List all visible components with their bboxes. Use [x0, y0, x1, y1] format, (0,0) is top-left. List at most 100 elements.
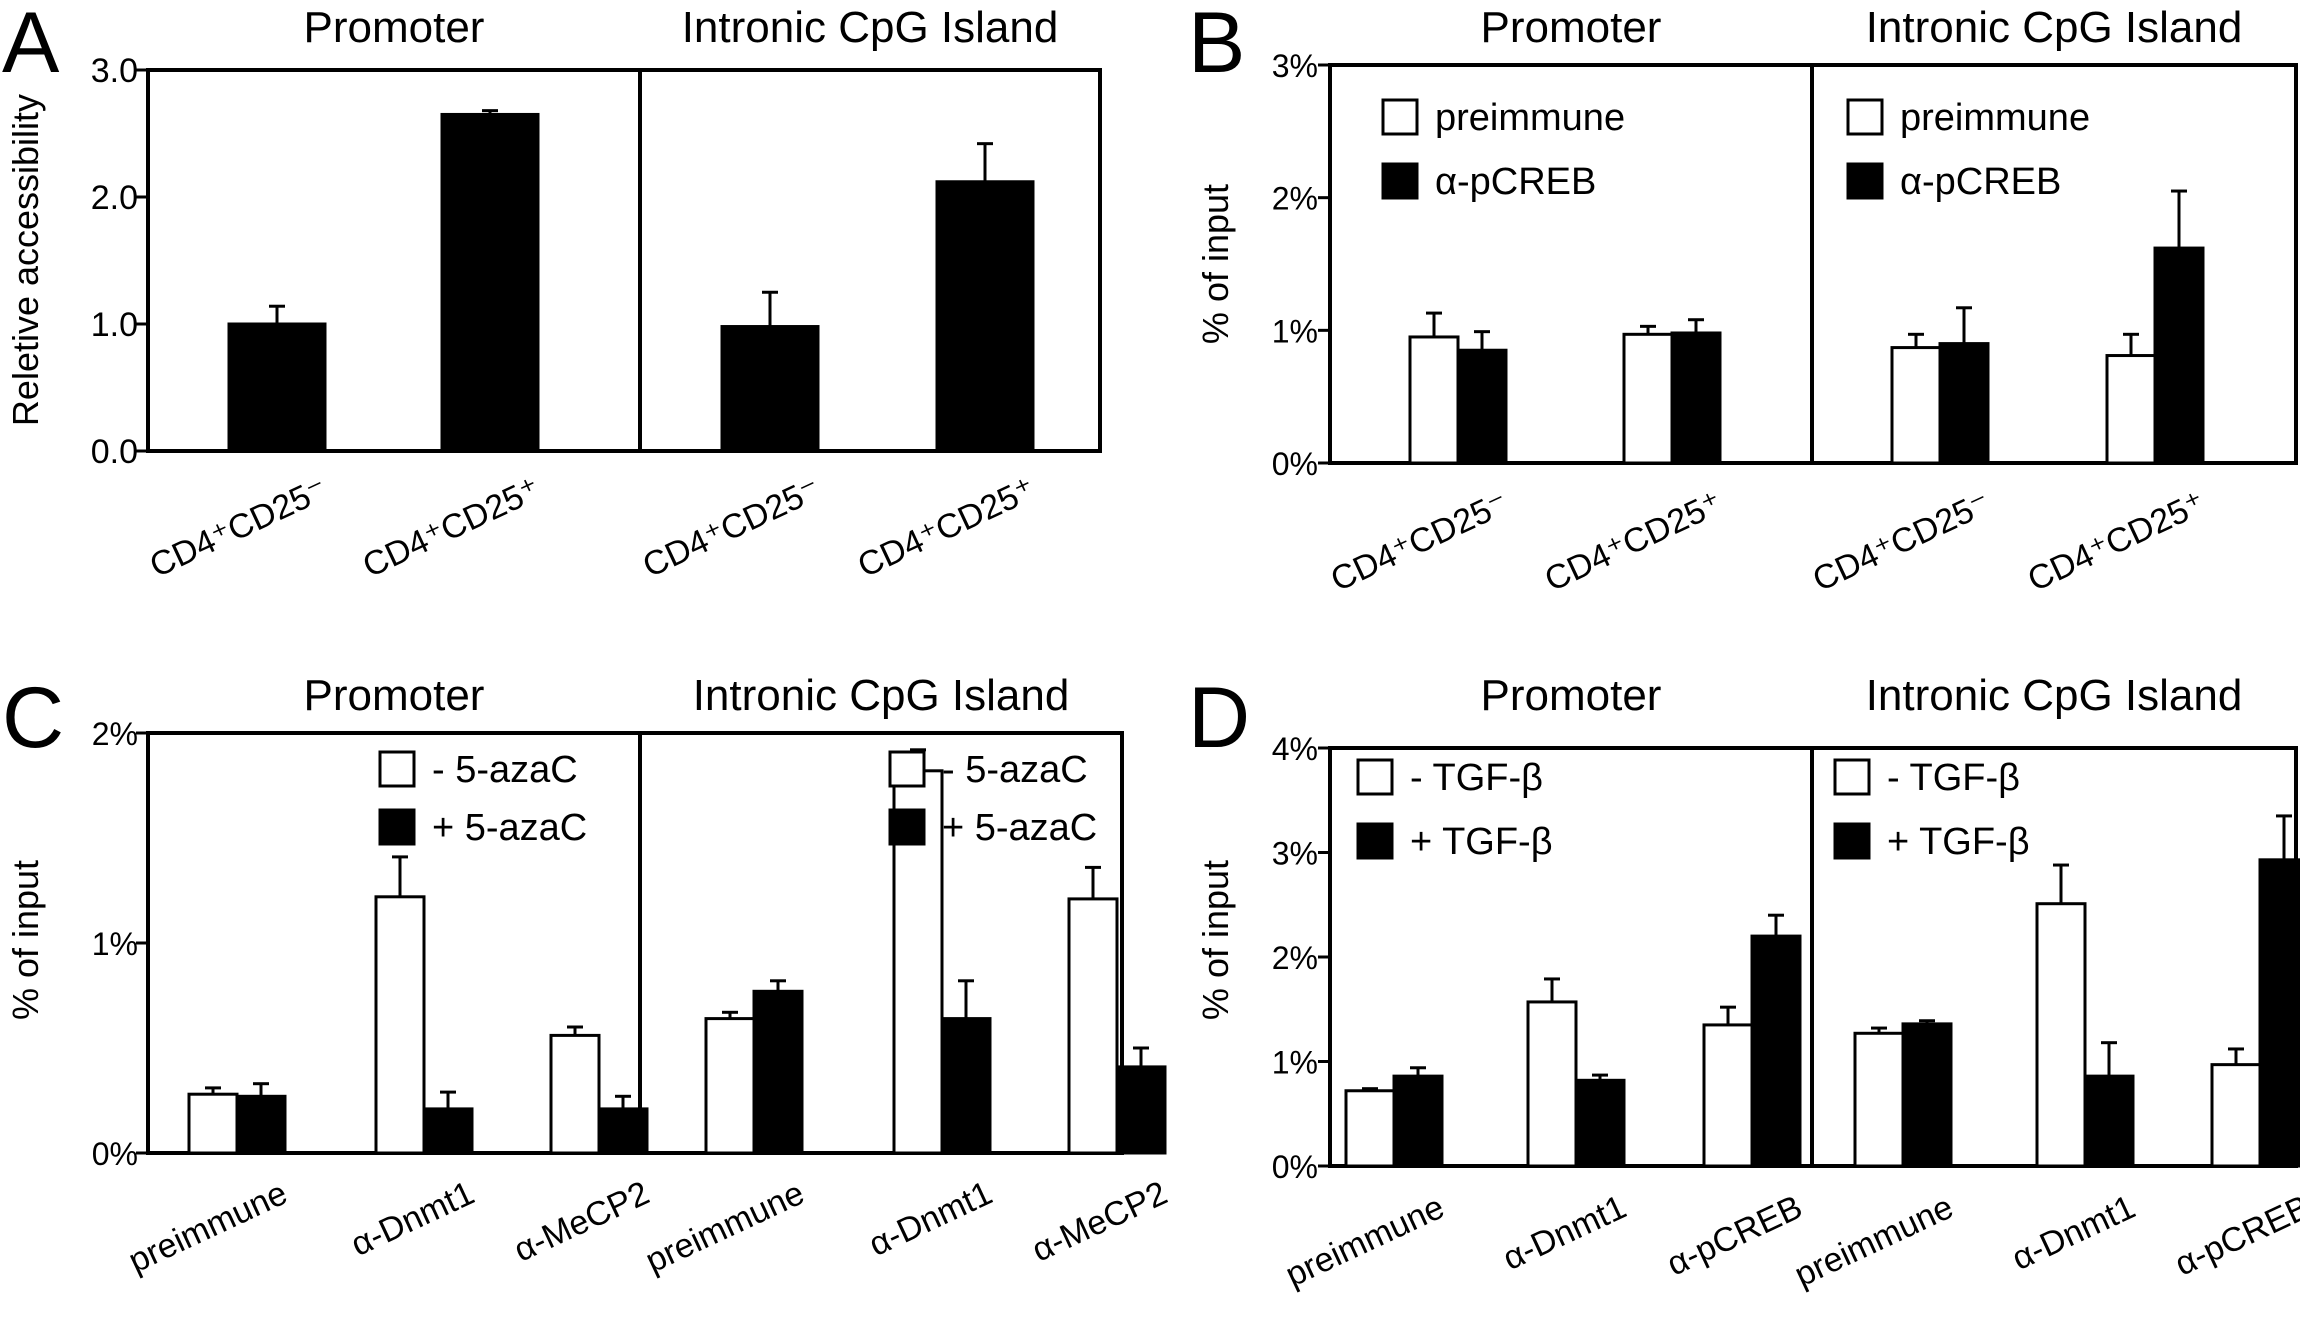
- bar: [935, 180, 1035, 453]
- bar: [2105, 354, 2157, 465]
- y-tick-label: 0.0: [91, 433, 138, 471]
- bar: [1853, 1031, 1905, 1168]
- facet-title: Promoter: [1481, 3, 1662, 52]
- bar: [1115, 1065, 1167, 1155]
- legend-label: - TGF-β: [1887, 757, 2020, 799]
- category-label: preimmune: [1789, 1188, 1959, 1294]
- category-label: α-Dnmt1: [1497, 1188, 1632, 1278]
- legend: - 5-azaC + 5-azaC: [378, 749, 587, 849]
- category-label: α-MeCP2: [1026, 1174, 1173, 1269]
- y-tick-label: 0%: [92, 1136, 138, 1172]
- category-label: CD4⁺CD25⁺: [1539, 484, 1728, 599]
- bar: [752, 989, 804, 1155]
- bar: [440, 112, 540, 453]
- facet-1: Intronic CpG Island CD4⁺CD25⁻ CD4⁺CD25⁺ pre…: [1807, 3, 2242, 599]
- y-tick-label: 3.0: [91, 52, 138, 90]
- facet-title: Intronic CpG Island: [1866, 671, 2243, 720]
- facet-title: Promoter: [1481, 671, 1662, 720]
- y-tick-label: 4%: [1272, 731, 1318, 767]
- category-label: α-pCREB: [2169, 1188, 2300, 1283]
- bar: [422, 1107, 474, 1155]
- y-tick-label: 3%: [1272, 836, 1318, 872]
- legend-label: preimmune: [1435, 97, 1625, 139]
- legend-swatch: [378, 750, 416, 788]
- facet-title: Promoter: [304, 3, 485, 52]
- bar: [2083, 1074, 2135, 1168]
- legend: preimmune α-pCREB: [1381, 97, 1625, 203]
- legend-swatch: [378, 808, 416, 846]
- facet-0: Promoter CD4⁺CD25⁻ CD4⁺CD25⁺ preimmune α-pCR…: [1325, 3, 1728, 599]
- facet-1: Intronic CpG Island preimmune α-Dnmt1 α-MeC…: [640, 671, 1173, 1280]
- panel-letter: B: [1188, 0, 1245, 91]
- bar: [1702, 1023, 1754, 1168]
- category-label: preimmune: [640, 1174, 810, 1280]
- y-axis-label: Reletive accessibility: [5, 94, 46, 426]
- legend-swatch: [1356, 822, 1394, 860]
- y-tick-label: 2%: [1272, 181, 1318, 217]
- bar: [2210, 1063, 2262, 1168]
- category-label: α-Dnmt1: [863, 1174, 998, 1264]
- bar: [1938, 342, 1990, 465]
- legend-swatch: [1381, 162, 1419, 200]
- y-tick-label: 2.0: [91, 179, 138, 217]
- category-label: CD4⁺CD25⁺: [2022, 484, 2211, 599]
- panel-letter: A: [2, 0, 60, 91]
- facet-1: Intronic CpG Island preimmune α-Dnmt1 α-pCR…: [1789, 671, 2300, 1294]
- category-label: CD4⁺CD25⁻: [1325, 484, 1514, 599]
- category-label: preimmune: [1280, 1188, 1450, 1294]
- legend-label: + 5-azaC: [432, 807, 587, 849]
- bar: [187, 1092, 239, 1155]
- y-axis-label: % of input: [1195, 184, 1236, 344]
- bar: [1344, 1089, 1396, 1168]
- legend-label: + 5-azaC: [942, 807, 1097, 849]
- legend-swatch: [1846, 162, 1884, 200]
- bar: [597, 1107, 649, 1155]
- bar: [1574, 1078, 1626, 1168]
- facet-title: Intronic CpG Island: [693, 671, 1070, 720]
- facet-1: Intronic CpG Island CD4⁺CD25⁻ CD4⁺CD25⁺: [637, 3, 1058, 585]
- legend: - 5-azaC + 5-azaC: [888, 749, 1097, 849]
- y-tick-label: 1%: [92, 926, 138, 962]
- legend-swatch: [1833, 758, 1871, 796]
- bar: [1901, 1022, 1953, 1168]
- plot-frame-right: [638, 731, 1124, 1155]
- bar: [227, 322, 327, 453]
- category-label: preimmune: [123, 1174, 293, 1280]
- legend: - TGF-β + TGF-β: [1356, 757, 1553, 863]
- bar: [1067, 897, 1119, 1155]
- facet-0: Promoter CD4⁺CD25⁻ CD4⁺CD25⁺: [144, 3, 546, 585]
- y-tick-label: 1%: [1272, 1045, 1318, 1081]
- category-label: α-Dnmt1: [2006, 1188, 2141, 1278]
- bar: [1622, 332, 1674, 465]
- bar: [1526, 1000, 1578, 1168]
- category-label: α-MeCP2: [508, 1174, 655, 1269]
- y-axis-label: % of input: [5, 860, 46, 1020]
- legend-label: + TGF-β: [1410, 821, 1553, 863]
- y-tick-label: 0%: [1272, 446, 1318, 482]
- bar: [1750, 934, 1802, 1168]
- panel-letter: C: [2, 670, 64, 766]
- y-tick-label: 3%: [1272, 48, 1318, 84]
- legend-swatch: [1846, 98, 1884, 136]
- panel-c: C 0% 1% 2% % of input Promoter preimmune α-Dnmt…: [2, 670, 1173, 1280]
- legend-label: - TGF-β: [1410, 757, 1543, 799]
- legend: - TGF-β + TGF-β: [1833, 757, 2030, 863]
- legend-swatch: [1381, 98, 1419, 136]
- y-tick-label: 1.0: [91, 306, 138, 344]
- plot-frame-right: [1810, 63, 2298, 465]
- bar: [549, 1033, 601, 1155]
- legend-label: - 5-azaC: [942, 749, 1088, 791]
- category-label: CD4⁺CD25⁻: [637, 470, 826, 585]
- panel-a: A 0.0 1.0 2.0 3.0 Reletive accessibility Promo…: [2, 0, 1102, 585]
- plot-frame-left: [146, 68, 642, 453]
- category-label: CD4⁺CD25⁺: [852, 470, 1041, 585]
- bar: [2035, 902, 2087, 1168]
- bar: [2153, 246, 2205, 465]
- legend: preimmune α-pCREB: [1846, 97, 2090, 203]
- legend-label: preimmune: [1900, 97, 2090, 139]
- legend-label: α-pCREB: [1900, 161, 2061, 203]
- y-tick-label: 0%: [1272, 1149, 1318, 1185]
